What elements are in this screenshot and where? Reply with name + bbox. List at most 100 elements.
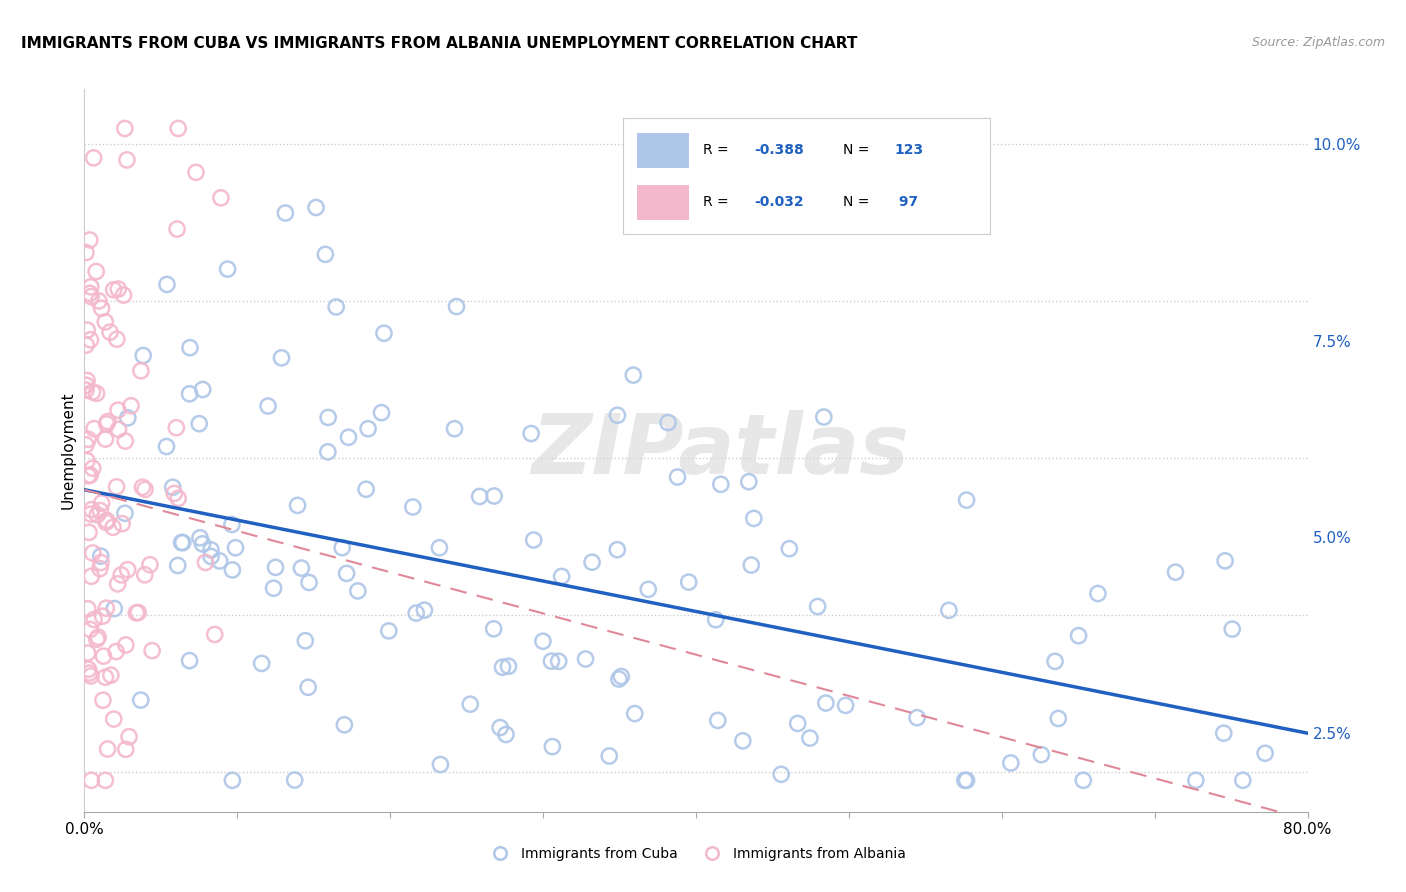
Point [429, 757, 451, 772]
Text: IMMIGRANTS FROM CUBA VS IMMIGRANTS FROM ALBANIA UNEMPLOYMENT CORRELATION CHART: IMMIGRANTS FROM CUBA VS IMMIGRANTS FROM … [21, 36, 858, 51]
Point [204, 627, 226, 641]
Point [94, 773, 117, 788]
Point [101, 520, 124, 534]
Point [742, 511, 765, 525]
Point [84, 264, 107, 278]
Point [305, 201, 328, 215]
Point [491, 660, 513, 674]
Text: N =: N = [842, 144, 869, 158]
Point [118, 730, 141, 744]
Point [704, 613, 727, 627]
Point [76, 454, 98, 468]
Point [224, 541, 246, 555]
Point [86, 386, 108, 401]
Point [547, 654, 569, 668]
Point [80, 507, 103, 521]
Point [814, 696, 837, 710]
Point [194, 556, 217, 570]
Point [163, 486, 186, 500]
Point [531, 634, 554, 648]
Point [200, 542, 222, 557]
Point [834, 698, 856, 713]
Point [131, 480, 153, 494]
Point [540, 654, 562, 668]
Point [89, 503, 111, 517]
Point [91, 693, 114, 707]
Text: Source: ZipAtlas.com: Source: ZipAtlas.com [1251, 36, 1385, 49]
Point [330, 541, 353, 555]
Point [115, 153, 138, 167]
Point [166, 222, 188, 236]
Point [76, 646, 98, 660]
Point [217, 262, 239, 277]
Point [141, 643, 163, 657]
Point [103, 712, 125, 726]
Point [657, 416, 679, 430]
Point [446, 300, 468, 314]
Point [955, 773, 977, 788]
Point [83, 422, 105, 436]
Point [1000, 756, 1022, 770]
Point [82, 384, 104, 399]
Point [170, 535, 193, 549]
Point [75, 245, 97, 260]
Point [1071, 773, 1094, 788]
Point [80, 502, 103, 516]
Point [112, 288, 135, 302]
Point [314, 247, 336, 261]
Point [179, 654, 201, 668]
Point [250, 657, 273, 671]
Point [79, 333, 101, 347]
Point [80, 773, 103, 788]
Point [110, 568, 132, 582]
Point [93, 649, 115, 664]
Point [105, 480, 128, 494]
Point [162, 480, 184, 494]
Point [96, 513, 118, 527]
Point [79, 286, 101, 301]
Point [166, 558, 188, 573]
Point [482, 622, 505, 636]
Point [188, 417, 211, 431]
Text: N =: N = [842, 195, 869, 210]
Point [191, 537, 214, 551]
Point [550, 569, 572, 583]
Bar [637, 186, 689, 219]
Point [111, 516, 134, 531]
Point [114, 121, 136, 136]
Point [799, 731, 821, 745]
Point [290, 561, 312, 575]
Point [114, 506, 136, 520]
Point [76, 374, 98, 388]
Point [83, 151, 105, 165]
Point [82, 461, 104, 475]
Text: -0.032: -0.032 [755, 195, 804, 210]
Point [1254, 746, 1277, 760]
Point [264, 560, 287, 574]
Point [606, 409, 628, 423]
Point [100, 668, 122, 682]
Legend: Immigrants from Cuba, Immigrants from Albania: Immigrants from Cuba, Immigrants from Al… [481, 841, 911, 866]
Point [86, 508, 108, 522]
Point [82, 546, 104, 560]
Point [191, 383, 214, 397]
Point [1043, 654, 1066, 668]
Point [221, 563, 243, 577]
Point [87, 630, 110, 644]
Point [378, 624, 401, 638]
Point [1031, 747, 1053, 762]
Point [298, 575, 321, 590]
Point [94, 670, 117, 684]
Point [778, 541, 800, 556]
Point [489, 721, 512, 735]
Point [807, 599, 830, 614]
Point [955, 493, 977, 508]
Point [482, 489, 505, 503]
Point [94, 315, 117, 329]
Point [316, 410, 339, 425]
Point [666, 470, 689, 484]
Point [598, 749, 620, 764]
Point [1213, 554, 1236, 568]
Point [90, 549, 112, 563]
Point [94, 432, 117, 446]
